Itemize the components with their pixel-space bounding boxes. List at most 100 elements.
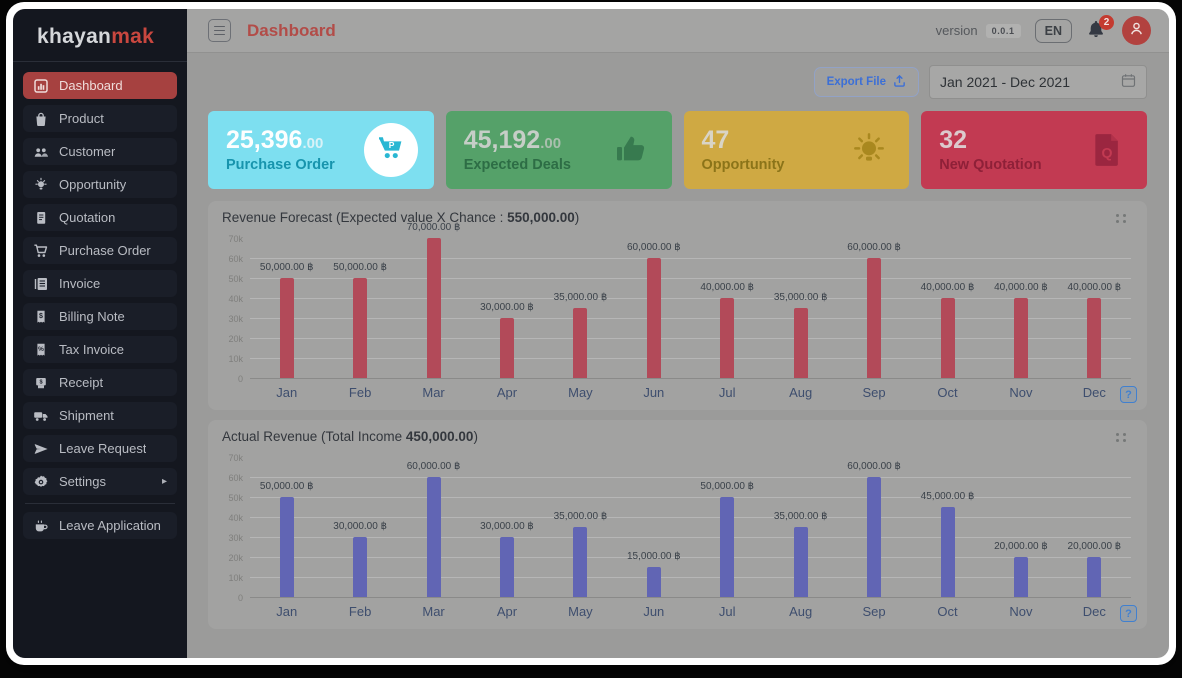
version-label: version bbox=[935, 23, 978, 38]
sidebar-item-label: Leave Request bbox=[59, 441, 147, 456]
charts-container: Revenue Forecast (Expected value X Chanc… bbox=[208, 201, 1147, 629]
x-axis-label: Dec bbox=[1082, 385, 1106, 400]
bar-value-label: 60,000.00 ฿ bbox=[406, 461, 461, 472]
bar bbox=[1013, 557, 1028, 597]
cart-icon bbox=[33, 243, 49, 259]
bar-column-apr: 30,000.00 ฿ bbox=[470, 239, 543, 378]
sidebar-item-leave-application[interactable]: Leave Application bbox=[23, 512, 177, 539]
drag-handle-icon[interactable] bbox=[1112, 429, 1131, 446]
x-axis-label: Jul bbox=[718, 604, 736, 619]
bar-value-label: 40,000.00 ฿ bbox=[1067, 282, 1122, 293]
export-file-button[interactable]: Export File bbox=[813, 67, 919, 97]
y-axis-tick: 20k bbox=[228, 553, 243, 563]
bar-column-nov: 20,000.00 ฿ bbox=[984, 458, 1057, 597]
svg-text:$: $ bbox=[39, 313, 43, 320]
sidebar-item-opportunity[interactable]: Opportunity bbox=[23, 171, 177, 198]
bar-column-aug: 35,000.00 ฿ bbox=[764, 239, 837, 378]
chart-help-icon[interactable]: ? bbox=[1120, 386, 1137, 403]
sidebar-item-tax-invoice[interactable]: % Tax Invoice bbox=[23, 336, 177, 363]
x-axis-label: Jan bbox=[276, 385, 298, 400]
bar bbox=[353, 278, 368, 378]
plot-area: 50,000.00 ฿ 50,000.00 ฿ 70,000.00 ฿ 30,000.… bbox=[250, 222, 1131, 379]
chart-body: 0 10k 20k 30k 40k 50k 60k 70k 50,000.00 ฿ 30,000.… bbox=[222, 453, 1131, 603]
bar-value-label: 30,000.00 ฿ bbox=[480, 521, 534, 532]
bar-value-label: 50,000.00 ฿ bbox=[333, 262, 387, 273]
bar bbox=[353, 537, 368, 597]
sidebar-item-dashboard[interactable]: Dashboard bbox=[23, 72, 177, 99]
sidebar-item-label: Tax Invoice bbox=[59, 342, 125, 357]
stat-card-text: 25,396.00 Purchase Order bbox=[226, 126, 335, 173]
stat-card-purchase-order[interactable]: 25,396.00 Purchase Order P bbox=[208, 111, 434, 189]
chart-body: 0 10k 20k 30k 40k 50k 60k 70k 50,000.00 ฿ 50,000.… bbox=[222, 222, 1131, 384]
x-axis-label: Jun bbox=[643, 604, 665, 619]
bar-column-sep: 60,000.00 ฿ bbox=[837, 458, 910, 597]
bar-value-label: 20,000.00 ฿ bbox=[994, 541, 1048, 552]
bar bbox=[426, 238, 441, 378]
x-axis-label: Mar bbox=[422, 385, 445, 400]
stat-value: 47 bbox=[701, 125, 730, 154]
plane-icon bbox=[33, 441, 49, 457]
quotation-doc-icon bbox=[33, 210, 49, 226]
bar-value-label: 20,000.00 ฿ bbox=[1067, 541, 1122, 552]
sidebar-item-product[interactable]: Product bbox=[23, 105, 177, 132]
stat-card-new-quotation[interactable]: 32 New Quotation Q bbox=[921, 111, 1147, 189]
x-axis-label: Jan bbox=[276, 604, 298, 619]
y-axis-tick: 40k bbox=[228, 294, 243, 304]
sidebar-item-receipt[interactable]: $ Receipt bbox=[23, 369, 177, 396]
bar-value-label: 70,000.00 ฿ bbox=[406, 222, 461, 233]
x-axis-label: May bbox=[568, 385, 593, 400]
bar-value-label: 40,000.00 ฿ bbox=[700, 282, 755, 293]
sidebar-item-label: Billing Note bbox=[59, 309, 125, 324]
bar-value-label: 60,000.00 ฿ bbox=[847, 461, 901, 472]
bar-column-feb: 50,000.00 ฿ bbox=[323, 239, 396, 378]
sidebar-item-billing-note[interactable]: $ Billing Note bbox=[23, 303, 177, 330]
bar-value-label: 50,000.00 ฿ bbox=[259, 262, 314, 273]
menu-toggle-button[interactable] bbox=[208, 19, 231, 42]
date-range-picker[interactable]: Jan 2021 - Dec 2021 bbox=[929, 65, 1147, 99]
bar-column-jul: 40,000.00 ฿ bbox=[691, 239, 764, 378]
bar-value-label: 15,000.00 ฿ bbox=[626, 551, 681, 562]
stat-label: Expected Deals bbox=[463, 157, 571, 174]
bar-column-apr: 30,000.00 ฿ bbox=[470, 458, 543, 597]
sidebar-item-shipment[interactable]: Shipment bbox=[23, 402, 177, 429]
sidebar-item-quotation[interactable]: Quotation bbox=[23, 204, 177, 231]
sidebar-item-purchase-order[interactable]: Purchase Order bbox=[23, 237, 177, 264]
bar-column-mar: 60,000.00 ฿ bbox=[397, 458, 470, 597]
stat-card-expected-deals[interactable]: 45,192.00 Expected Deals bbox=[445, 111, 672, 189]
language-button[interactable]: EN bbox=[1034, 18, 1072, 43]
receipt-icon: $ bbox=[33, 375, 49, 391]
version-badge: 0.0.1 bbox=[985, 23, 1021, 38]
drag-handle-icon[interactable] bbox=[1112, 210, 1131, 227]
svg-text:%: % bbox=[38, 346, 44, 353]
stat-card-text: 32 New Quotation bbox=[939, 126, 1041, 173]
bar bbox=[793, 527, 808, 597]
page-title: Dashboard bbox=[247, 20, 336, 40]
chart-help-icon[interactable]: ? bbox=[1120, 605, 1137, 622]
quotation-q-icon: Q bbox=[1083, 126, 1131, 174]
bar-column-oct: 40,000.00 ฿ bbox=[911, 239, 984, 378]
app-logo: khayanmak bbox=[13, 9, 187, 61]
sidebar-item-label: Customer bbox=[59, 144, 116, 159]
sidebar: khayanmak Dashboard Product Customer Opport… bbox=[13, 9, 187, 658]
y-axis-tick: 70k bbox=[228, 453, 243, 463]
sidebar-item-label: Shipment bbox=[59, 408, 114, 423]
notifications-button[interactable]: 2 bbox=[1086, 14, 1114, 43]
stat-card-opportunity[interactable]: 47 Opportunity bbox=[683, 111, 910, 189]
bar bbox=[940, 298, 955, 378]
sidebar-item-label: Product bbox=[59, 111, 104, 126]
sidebar-item-leave-request[interactable]: Leave Request bbox=[23, 435, 177, 462]
tax-invoice-icon: % bbox=[33, 342, 49, 358]
sidebar-item-invoice[interactable]: Invoice bbox=[23, 270, 177, 297]
user-avatar[interactable] bbox=[1122, 16, 1151, 45]
cart-p-icon: P bbox=[363, 123, 418, 177]
sidebar-item-customer[interactable]: Customer bbox=[23, 138, 177, 165]
invoice-icon bbox=[33, 276, 49, 292]
sidebar-item-settings[interactable]: Settings ▸ bbox=[23, 468, 177, 495]
bar bbox=[793, 308, 808, 378]
chevron-right-icon: ▸ bbox=[161, 476, 167, 487]
person-icon bbox=[1128, 20, 1145, 42]
bar-value-label: 30,000.00 ฿ bbox=[333, 521, 387, 532]
chart-title: Revenue Forecast (Expected value X Chanc… bbox=[222, 210, 580, 225]
bar bbox=[1087, 557, 1102, 597]
stat-value: 45,192.00 bbox=[463, 125, 562, 154]
